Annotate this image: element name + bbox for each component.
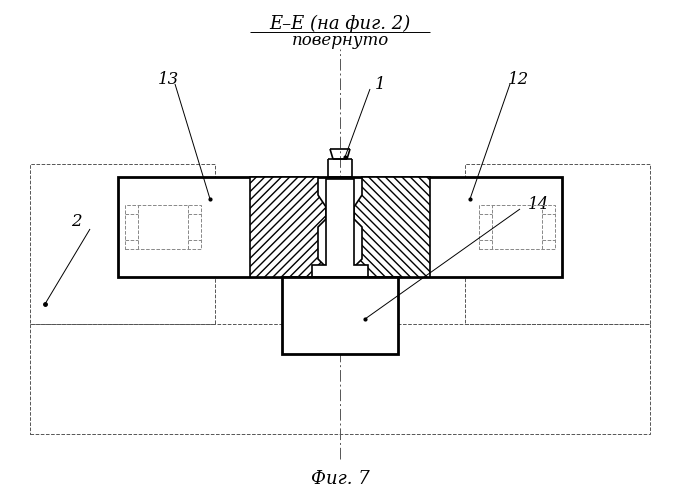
Text: 14: 14	[528, 196, 549, 213]
Text: 1: 1	[375, 75, 386, 92]
Text: 13: 13	[157, 70, 179, 87]
Text: Е–Е (на фиг. 2): Е–Е (на фиг. 2)	[269, 15, 411, 33]
Text: повернуто: повернуто	[291, 31, 389, 48]
Text: Фиг. 7: Фиг. 7	[311, 470, 369, 488]
Polygon shape	[250, 177, 326, 277]
Text: 12: 12	[507, 70, 528, 87]
Text: 2: 2	[71, 213, 82, 230]
Polygon shape	[118, 177, 562, 277]
Polygon shape	[282, 277, 398, 354]
Polygon shape	[312, 179, 368, 277]
Polygon shape	[354, 177, 430, 277]
